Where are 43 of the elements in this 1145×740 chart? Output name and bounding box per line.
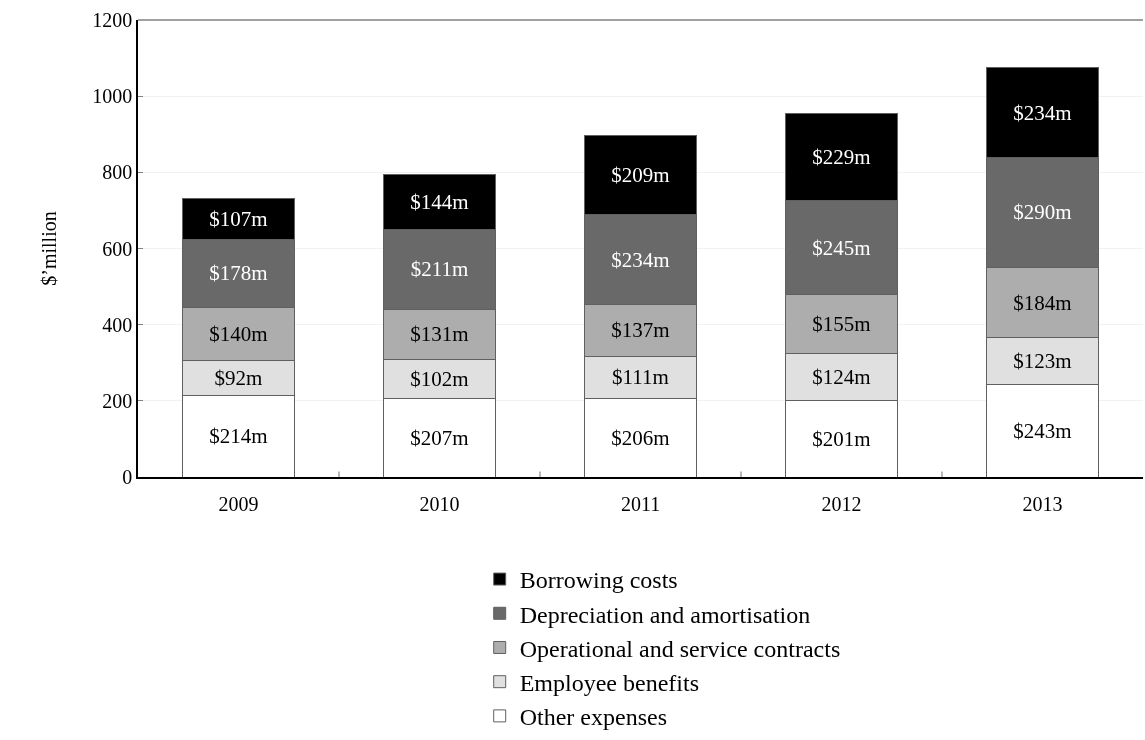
y-tick-label: 200 [102, 389, 133, 412]
legend-label: Borrowing costs [519, 567, 678, 594]
data-label: $206m [611, 425, 670, 450]
x-tick-label: 2010 [419, 492, 460, 515]
data-label: $201m [812, 426, 871, 451]
x-tick-label: 2013 [1022, 492, 1063, 515]
data-label: $102m [410, 366, 469, 391]
y-tick-label: 400 [102, 313, 133, 336]
data-label: $124m [812, 364, 871, 389]
y-tick-label: 800 [102, 161, 133, 184]
data-label: $245m [812, 235, 871, 260]
data-label: $209m [611, 163, 670, 188]
data-label: $123m [1013, 349, 1072, 374]
legend-label: Depreciation and amortisation [519, 601, 811, 628]
y-tick-label: 1000 [92, 85, 133, 108]
data-label: $234m [1013, 100, 1072, 125]
x-tick-label: 2011 [620, 492, 661, 515]
data-label: $207m [410, 425, 469, 450]
y-axis-title: $’million [38, 211, 61, 286]
data-label: $144m [410, 189, 469, 214]
data-label: $229m [812, 145, 871, 170]
y-tick-label: 600 [102, 237, 133, 260]
data-label: $111m [612, 365, 669, 390]
y-tick-label: 1200 [92, 9, 133, 31]
legend-label: Other expenses [519, 704, 667, 731]
data-label: $107m [209, 206, 268, 231]
legend-label: Employee benefits [519, 670, 699, 697]
data-label: $184m [1013, 290, 1072, 315]
x-tick-label: 2009 [218, 492, 259, 515]
data-label: $178m [209, 261, 268, 286]
data-label: $243m [1013, 418, 1072, 443]
x-tick-label: 2012 [821, 492, 862, 515]
data-label: $131m [410, 322, 469, 347]
data-label: $92m [214, 365, 263, 390]
y-tick-label: 0 [122, 466, 133, 488]
legend-label: Operational and service contracts [519, 635, 841, 662]
data-label: $290m [1013, 200, 1072, 225]
data-label: $234m [611, 247, 670, 272]
data-label: $155m [812, 311, 871, 336]
data-label: $137m [611, 318, 670, 343]
data-label: $211m [410, 257, 469, 282]
data-label: $214m [209, 424, 268, 449]
data-label: $140m [209, 321, 268, 346]
